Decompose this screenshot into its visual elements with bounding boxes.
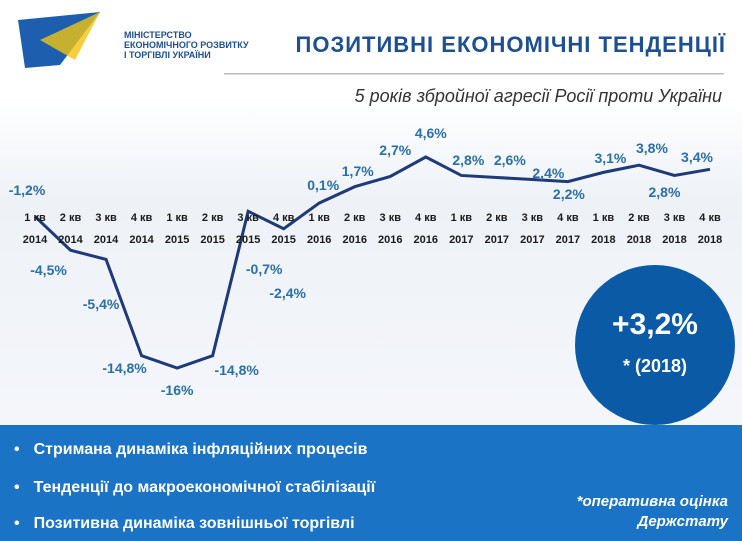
line (33, 155, 711, 370)
data-label: 2,2% (552, 185, 585, 202)
x-tick-label: 2 кв 2016 (342, 212, 367, 246)
data-label: -4,5% (30, 262, 67, 279)
data-label: 2,8% (452, 152, 485, 169)
x-tick-label: 4 кв 2014 (129, 212, 154, 246)
footnote-line: Держстату (637, 513, 728, 530)
logo-accent (40, 12, 100, 60)
chart-title: ПОЗИТИВНІ ЕКОНОМІЧНІ ТЕНДЕНЦІЇ (295, 32, 726, 57)
x-tick-label: 4 кв 2018 (697, 212, 723, 246)
callout-value: +3,2% (612, 308, 698, 341)
ministry-line: І ТОРГІВЛІ УКРАЇНИ (124, 50, 211, 60)
data-label: -16% (160, 382, 194, 398)
x-tick-label: 3 кв 2014 (93, 212, 119, 246)
x-tick-label: 3 кв 2018 (662, 212, 687, 246)
data-label: -0,7% (245, 261, 283, 278)
x-tick-label: 2 кв 2014 (58, 212, 83, 246)
data-label: 1,7% (341, 162, 374, 179)
footnote-line: *оперативна оцінка (576, 493, 728, 510)
x-tick-label: 3 кв 2017 (520, 212, 545, 246)
chart-subtitle: 5 років збройної агресії Росії проти Укр… (354, 86, 722, 106)
x-tick-label: 4 кв 2016 (413, 212, 439, 246)
data-label: 2,4% (532, 164, 565, 181)
x-tick-label: 4 кв 2017 (555, 212, 581, 246)
data-label: -1,2% (8, 182, 46, 199)
data-label: -2,4% (269, 284, 306, 301)
x-tick-label: 1 кв 2014 (22, 212, 48, 246)
divider (224, 73, 724, 75)
bullet: Тенденції до макроекономічної стабілізац… (14, 479, 376, 497)
x-tick-label: 3 кв 2016 (378, 212, 403, 246)
x-tick-label: 2 кв 2015 (200, 212, 225, 246)
data-label: 0,1% (307, 177, 340, 194)
data-label: 2,8% (648, 184, 681, 201)
x-tick-label: 1 кв 2017 (449, 212, 474, 246)
x-tick-label: 1 кв 2016 (306, 212, 332, 246)
data-label: -5,4% (82, 296, 120, 313)
data-label: 3,8% (635, 140, 668, 157)
data-label: -14,8% (214, 361, 259, 378)
footnote: *оперативна оцінка Держстату (577, 492, 728, 532)
callout-circle (575, 265, 735, 425)
callout-note: * (2018) (622, 356, 688, 376)
data-label: 2,7% (379, 142, 412, 159)
ministry-line: ЕКОНОМІЧНОГО РОЗВИТКУ (124, 40, 249, 50)
data-label: 4,6% (414, 125, 447, 141)
x-tick-label: 2 кв 2017 (484, 212, 510, 246)
data-label: 2,6% (493, 152, 526, 169)
data-label: 3,4% (681, 149, 713, 166)
x-tick-label: 1 кв 2015 (164, 212, 190, 246)
x-tick-label: 3 кв 2015 (235, 212, 261, 246)
data-label: -14,8% (102, 359, 147, 376)
x-tick-label: 4 кв 2015 (271, 212, 296, 246)
x-tick-label: 1 кв 2018 (591, 212, 616, 246)
ministry: МІНІСТЕРСТВО ЕКОНОМІЧНОГО РОЗВИТКУ І ТОР… (124, 30, 249, 60)
x-tick-label: 2 кв 2018 (626, 212, 652, 246)
bullet: Позитивна динаміка зовнішньої торгівлі (14, 515, 355, 533)
bullet: Стримана динаміка інфляційних процесів (14, 441, 368, 459)
data-label: 3,1% (594, 150, 627, 167)
ministry-line: МІНІСТЕРСТВО (124, 30, 192, 40)
